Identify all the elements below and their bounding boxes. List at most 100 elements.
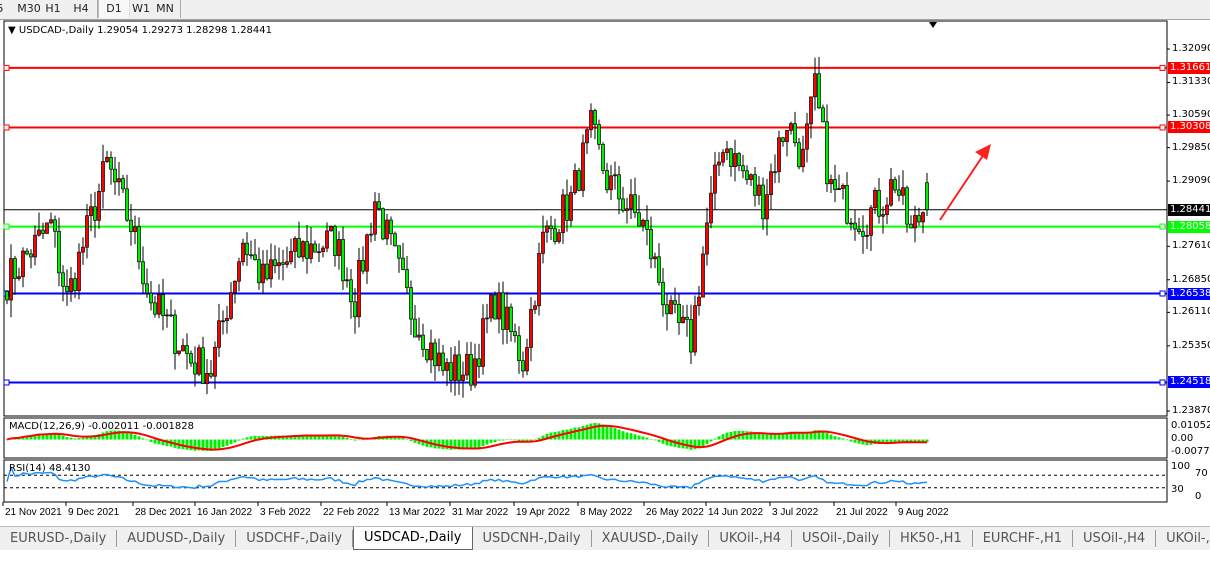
chart-canvas[interactable] (0, 19, 1210, 524)
chart-tab[interactable]: HK50-,H1 (890, 530, 973, 547)
level-handle-icon[interactable] (1159, 124, 1166, 131)
macd-histogram-bar (729, 431, 733, 440)
candle (725, 141, 729, 161)
macd-signal-line (6, 424, 928, 451)
candle-body (45, 222, 49, 234)
macd-histogram-bar (641, 436, 645, 440)
macd-histogram-bar (757, 432, 761, 440)
chart-tab[interactable]: USDCHF-,Daily (236, 530, 354, 547)
macd-histogram-bar (301, 434, 305, 440)
candle (145, 268, 149, 298)
red-arrow-drawing[interactable] (939, 144, 991, 221)
candle (757, 176, 761, 205)
candle-body (805, 123, 809, 150)
candle (97, 183, 101, 229)
macd-histogram-bar (505, 439, 509, 441)
candle-body (133, 226, 137, 233)
macd-histogram-bar (601, 424, 605, 440)
candle-body (65, 285, 69, 293)
candle-body (657, 256, 661, 283)
level-handle-icon[interactable] (1159, 223, 1166, 230)
chart-tab[interactable]: UKOil-,H4 (709, 530, 793, 547)
candle (709, 175, 713, 229)
chart-shift-marker-icon[interactable] (929, 22, 937, 28)
candle-body (689, 319, 693, 353)
level-handle-icon[interactable] (1159, 379, 1166, 386)
candle (513, 323, 517, 343)
candle (357, 247, 361, 328)
timeframe-h1-button[interactable]: H1 (45, 2, 61, 15)
candle-body (729, 148, 733, 167)
candle (469, 341, 473, 391)
chart-tab[interactable]: USOil-,Daily (792, 530, 890, 547)
candle-body (497, 292, 501, 320)
candle-body (745, 170, 749, 180)
macd-histogram-bar (469, 439, 473, 449)
level-handle-icon[interactable] (3, 64, 10, 71)
candle (321, 245, 325, 258)
chart-tab[interactable]: AUDUSD-,Daily (117, 530, 237, 547)
timeframe-m15-button[interactable]: 5 (0, 0, 10, 18)
macd-histogram-bar (761, 434, 765, 440)
timeframe-d1-button[interactable]: D1 (98, 0, 130, 18)
candle (473, 343, 477, 389)
macd-histogram-bar (41, 434, 45, 440)
candle-body (349, 279, 353, 303)
candle (825, 104, 829, 193)
chart-tab[interactable]: UKOil-,H4 (1156, 530, 1210, 547)
candle (69, 266, 73, 302)
candle-body (797, 142, 801, 168)
macd-histogram-bar (65, 436, 69, 440)
collapse-triangle-icon[interactable]: ▼ (8, 25, 16, 36)
time-axis-label: 13 Mar 2022 (389, 507, 446, 518)
candle-body (281, 262, 285, 265)
macd-histogram-bar (617, 429, 621, 440)
chart-tab[interactable]: EURUSD-,Daily (0, 530, 118, 547)
candle (193, 346, 197, 387)
candle-body (885, 204, 889, 215)
candle (633, 177, 637, 218)
candle-body (309, 243, 313, 259)
level-handle-icon[interactable] (1159, 290, 1166, 297)
chart-tab[interactable]: XAUUSD-,Daily (592, 530, 710, 547)
candle (109, 151, 113, 185)
timeframe-m30-button[interactable]: M30 (17, 2, 41, 15)
candle-body (121, 178, 125, 190)
level-handle-icon[interactable] (3, 124, 10, 131)
candle (153, 295, 157, 318)
timeframe-w1-button[interactable]: W1 (132, 2, 150, 15)
candle (133, 215, 137, 245)
candle (125, 174, 129, 223)
level-handle-icon[interactable] (3, 379, 10, 386)
macd-histogram-bar (501, 439, 505, 441)
chart-tab[interactable]: EURCHF-,H1 (973, 530, 1074, 547)
candle (777, 130, 781, 183)
price-level-tag: 1.24518 (1168, 376, 1210, 389)
macd-histogram-bar (765, 434, 769, 440)
macd-histogram-bar (285, 435, 289, 440)
candle (533, 300, 537, 314)
candle (33, 225, 37, 266)
candle (453, 346, 457, 396)
macd-histogram-bar (45, 433, 49, 440)
candle (853, 209, 857, 241)
level-handle-icon[interactable] (3, 223, 10, 230)
candle-body (77, 251, 81, 292)
candle-body (509, 306, 513, 333)
macd-histogram-bar (133, 434, 137, 440)
candle (717, 152, 721, 176)
candle-body (557, 232, 561, 242)
chart-ohlc: 1.29054 1.29273 1.28298 1.28441 (97, 25, 273, 36)
chart-tab[interactable]: USDCNH-,Daily (473, 530, 592, 547)
timeframe-h4-button[interactable]: H4 (73, 2, 89, 15)
candle (881, 206, 885, 234)
macd-histogram-bar (457, 439, 461, 450)
chart-tab[interactable]: USOil-,H4 (1073, 530, 1157, 547)
candle-body (681, 316, 685, 324)
candle-body (793, 123, 797, 144)
chart-tab[interactable]: USDCAD-,Daily (353, 527, 473, 550)
candle (821, 104, 825, 123)
candle (441, 344, 445, 376)
level-handle-icon[interactable] (1159, 64, 1166, 71)
timeframe-mn-button[interactable]: MN (156, 2, 174, 15)
